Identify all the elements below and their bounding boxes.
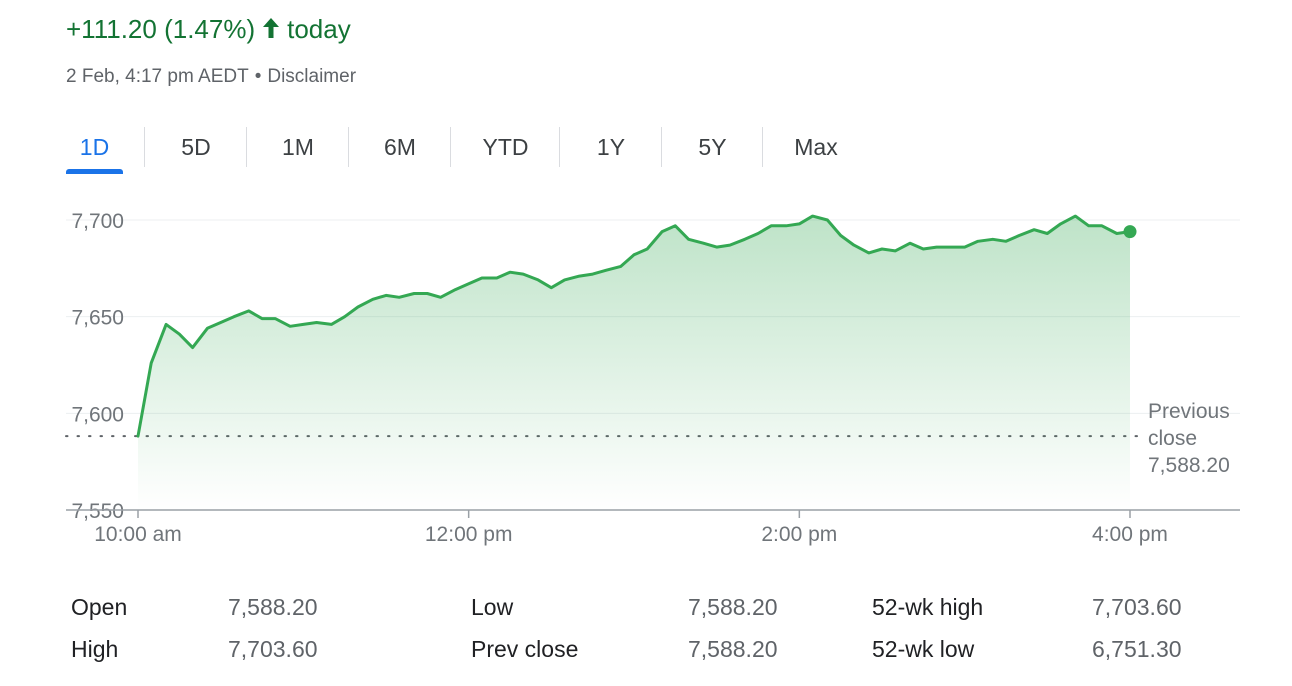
previous-close-label: close [1148,427,1197,450]
price-change: +111.20 (1.47%) today [66,12,351,46]
range-tabs: 1D 5D 1M 6M YTD 1Y 5Y Max [44,122,869,174]
tab-label: Max [794,133,838,160]
tab-ytd[interactable]: YTD [451,122,560,172]
tab-1m[interactable]: 1M [247,122,349,172]
market-timestamp: 2 Feb, 4:17 pm AEDT • Disclaimer [66,66,356,88]
stat-label-52wk-high: 52-wk high [872,594,984,620]
stat-value-high: 7,703.60 [228,636,318,662]
timestamp-text: 2 Feb, 4:17 pm AEDT [66,66,249,87]
tab-label: 6M [384,133,416,160]
stat-value-low: 7,588.20 [688,594,778,620]
x-tick-label: 4:00 pm [1092,523,1168,546]
separator-dot: • [254,66,262,87]
price-change-value: +111.20 (1.47%) [66,13,256,44]
tab-label: 5Y [698,133,727,160]
stat-label-prev-close: Prev close [471,636,579,662]
active-tab-indicator [66,169,123,174]
stat-value-prev-close: 7,588.20 [688,636,778,662]
stat-label-open: Open [71,594,128,620]
tab-label: YTD [482,133,529,160]
y-tick-label: 7,700 [71,210,124,233]
tab-5d[interactable]: 5D [145,122,247,172]
series-area [138,216,1130,510]
latest-price-point [1123,225,1137,239]
y-tick-label: 7,650 [71,307,124,330]
x-tick-label: 2:00 pm [761,523,837,546]
tab-6m[interactable]: 6M [349,122,451,172]
tab-label: 1Y [596,133,626,160]
arrow-up-icon [261,16,281,42]
tab-max[interactable]: Max [763,122,869,172]
tab-5y[interactable]: 5Y [662,122,763,172]
y-tick-label: 7,600 [71,403,124,426]
y-tick-label: 7,550 [71,500,124,523]
stat-label-high: High [71,636,119,662]
stat-value-52wk-high: 7,703.60 [1092,594,1182,620]
stat-value-52wk-low: 6,751.30 [1092,636,1182,662]
disclaimer-link[interactable]: Disclaimer [267,66,357,87]
tab-label: 1M [282,133,314,160]
tab-label: 1D [79,133,110,160]
price-change-period: today [287,13,351,44]
tab-1d[interactable]: 1D [44,122,145,174]
previous-close-label: 7,588.20 [1148,454,1230,477]
stat-value-open: 7,588.20 [228,594,318,620]
series-line [136,214,1132,438]
tab-1y[interactable]: 1Y [560,122,662,172]
stat-label-low: Low [471,594,514,620]
previous-close-label: Previous [1148,400,1230,423]
tab-label: 5D [181,133,211,160]
x-tick-label: 12:00 pm [425,523,513,546]
stats-table: Open 7,588.20 High 7,703.60 Low 7,588.20… [0,588,1292,678]
stat-label-52wk-low: 52-wk low [872,636,975,662]
x-tick-label: 10:00 am [94,523,182,546]
